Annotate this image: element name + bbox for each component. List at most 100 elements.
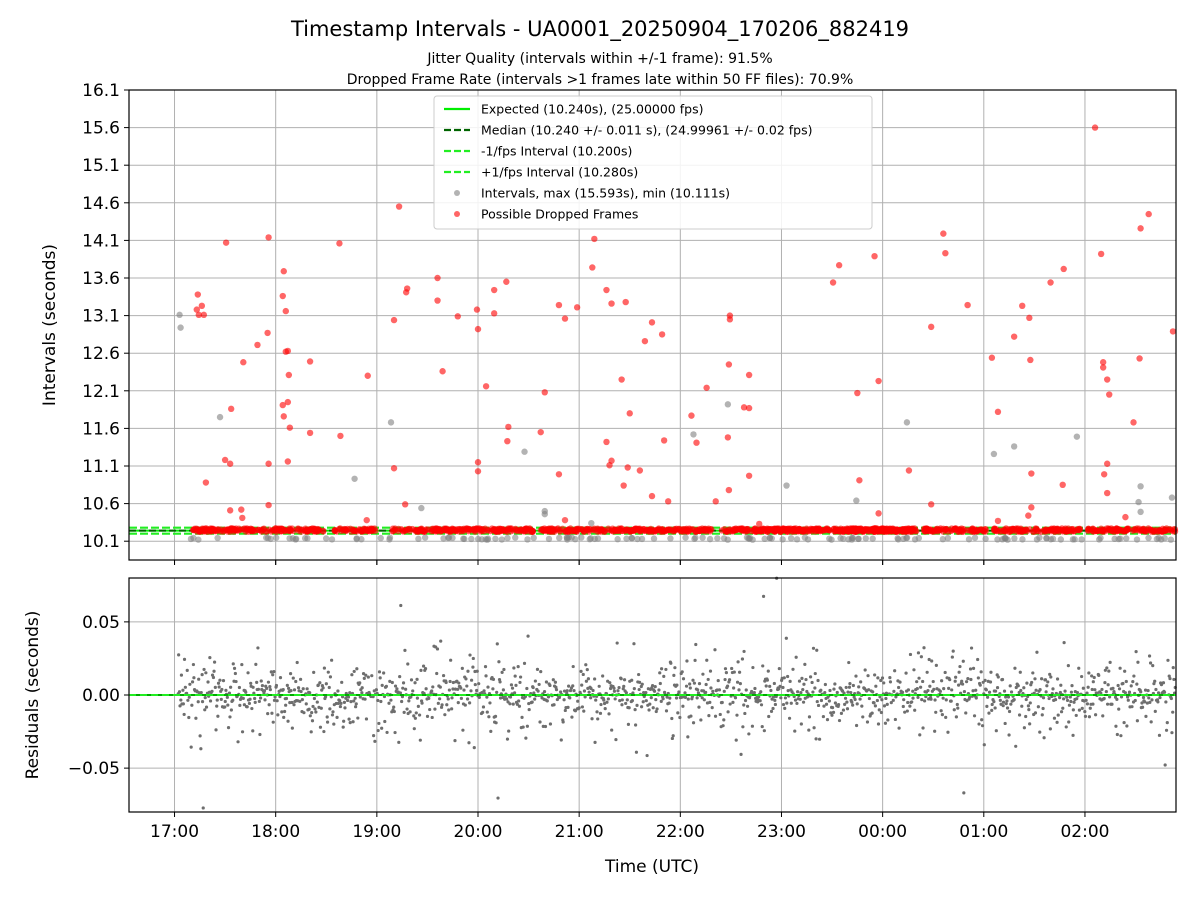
residual-point <box>1056 713 1060 717</box>
residual-point <box>880 676 885 680</box>
dropped-frame-point <box>1027 356 1034 364</box>
intervals-y-ticks: 10.1 10.6 11.1 11.6 12.1 12.6 13.1 13.6 14.1 14.6… <box>82 81 129 552</box>
residual-point <box>562 698 566 702</box>
residual-point <box>606 697 610 701</box>
x-tick-label: 20:00 <box>454 822 503 842</box>
residual-point <box>412 714 416 718</box>
residual-point <box>192 676 196 680</box>
residual-point <box>1055 677 1060 681</box>
dropped-frame-point <box>240 359 247 366</box>
residual-point <box>177 690 182 694</box>
dropped-frame-point <box>782 525 789 533</box>
residual-point <box>580 683 584 687</box>
residual-point <box>310 719 315 723</box>
dropped-frame-point <box>870 527 878 534</box>
residual-point <box>327 685 331 690</box>
residual-point <box>1022 726 1026 730</box>
x-tick-label: 22:00 <box>656 822 705 842</box>
residual-point <box>413 716 417 720</box>
residual-point <box>323 695 328 699</box>
residual-point <box>340 680 344 684</box>
residual-point <box>901 704 905 709</box>
residual-point <box>1151 664 1155 668</box>
residual-point <box>559 738 563 742</box>
residual-point <box>807 728 811 732</box>
intervals-y-tick-label: 16.1 <box>82 81 120 101</box>
residual-point <box>989 670 993 674</box>
residual-point <box>398 675 402 679</box>
dropped-frame-point <box>1097 250 1105 258</box>
residual-point <box>768 684 772 688</box>
dropped-frame-point <box>245 528 252 535</box>
residual-point <box>571 664 575 669</box>
residual-point <box>187 715 191 720</box>
dropped-frame-point <box>944 528 951 535</box>
residual-point <box>716 678 720 683</box>
dropped-frame-point <box>402 289 410 296</box>
residual-point <box>813 686 817 690</box>
dropped-frame-point <box>1089 525 1097 533</box>
interval-point <box>498 536 506 543</box>
residual-point <box>191 662 196 667</box>
residual-point <box>1048 727 1052 731</box>
residual-point <box>342 700 347 704</box>
residual-point <box>819 698 824 703</box>
residual-point <box>929 697 933 701</box>
residual-point <box>758 699 762 703</box>
residual-point <box>1016 684 1020 688</box>
residual-point <box>285 683 289 688</box>
residual-point <box>507 729 511 733</box>
residual-point <box>266 680 271 684</box>
residual-point <box>462 688 466 692</box>
residual-point <box>1154 687 1158 692</box>
residual-point <box>515 702 519 706</box>
residual-point <box>1042 736 1046 740</box>
interval-point <box>999 536 1006 543</box>
residual-point <box>1135 719 1139 723</box>
residual-point <box>723 677 727 682</box>
interval-point <box>994 536 1001 543</box>
interval-point <box>623 535 630 542</box>
residual-point <box>836 702 841 707</box>
residual-point <box>908 652 913 657</box>
residual-point <box>241 696 245 700</box>
residual-point <box>603 707 607 711</box>
dropped-frame-point <box>206 527 214 535</box>
residual-point <box>1121 681 1125 686</box>
residual-point <box>1001 704 1005 708</box>
interval-point <box>358 536 365 543</box>
residual-point <box>1013 666 1017 670</box>
residual-point <box>597 684 601 688</box>
residual-point <box>940 679 944 683</box>
residual-point <box>237 685 242 690</box>
residual-point <box>1048 672 1052 676</box>
residual-point <box>242 703 246 707</box>
dropped-frame-point <box>1040 527 1048 534</box>
residual-point <box>417 713 422 717</box>
residual-point <box>1046 680 1050 684</box>
dropped-frame-point <box>703 384 710 391</box>
residual-point <box>959 691 963 695</box>
dropped-frame-point <box>226 460 234 467</box>
residual-point <box>1047 696 1051 701</box>
residual-point <box>804 677 808 682</box>
dropped-frame-point <box>418 525 425 532</box>
residual-point <box>413 681 417 685</box>
intervals-y-tick-label: 13.1 <box>82 307 120 327</box>
residual-point <box>1112 690 1116 694</box>
residual-point <box>268 685 272 689</box>
residual-point <box>883 721 888 725</box>
dropped-frame-point <box>648 492 656 500</box>
residual-point <box>446 697 450 701</box>
dropped-frame-point <box>601 528 608 535</box>
residual-point <box>1049 675 1053 679</box>
residual-point <box>639 705 644 709</box>
interval-point <box>706 535 714 543</box>
dropped-frame-point <box>433 527 440 534</box>
dropped-frame-point <box>1050 525 1058 532</box>
residual-point <box>497 660 501 664</box>
interval-point <box>177 324 184 331</box>
residual-point <box>1080 674 1084 679</box>
dropped-frame-point <box>279 401 286 409</box>
dropped-frame-point <box>1104 489 1111 497</box>
